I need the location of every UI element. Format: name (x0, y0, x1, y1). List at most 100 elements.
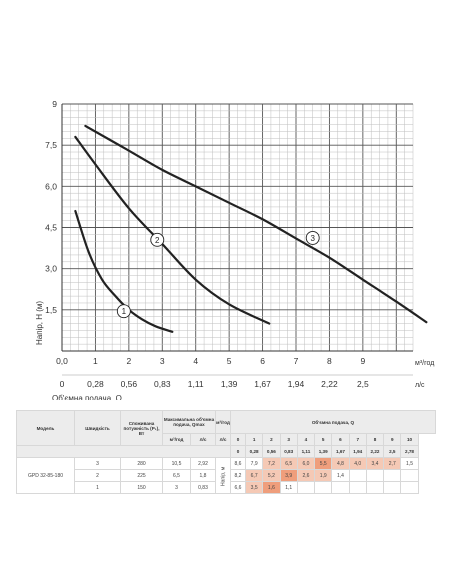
qmax-ls-cell: 0,83 (190, 481, 216, 494)
col-max-flow: Максимальна об'ємна подача, Qmax (162, 410, 216, 434)
flow-m3-8: 8 (365, 433, 385, 446)
flow-ls-0: 0 (230, 445, 246, 458)
head-value-cell: 3,4 (365, 457, 385, 470)
head-value-cell: 6,5 (279, 457, 298, 470)
x-units-bottom: л/с (415, 382, 425, 389)
flow-ls-5: 1,39 (314, 445, 333, 458)
x-tick-label-bottom: 0,28 (87, 379, 104, 389)
x-tick-label-top: 5 (227, 356, 232, 366)
x-tick-label-top: 4 (193, 356, 198, 366)
x-tick-label-bottom: 2,5 (357, 379, 369, 389)
head-value-cell (296, 481, 316, 494)
x-tick-label-bottom: 1,39 (221, 379, 238, 389)
power-cell: 150 (120, 481, 163, 494)
flow-m3-row: м³/год л/с л/с 0 1 2 3 4 5 6 7 8 9 10 (17, 433, 436, 446)
flow-ls-row: 0 0,28 0,56 0,83 1,11 1,39 1,67 1,94 2,22 2,5 2,78 (16, 445, 436, 458)
flow-ls-10: 2,78 (400, 445, 419, 458)
curve-speed-1 (74, 209, 174, 333)
curve-label-circle (116, 304, 131, 319)
flow-ls-6: 1,67 (331, 445, 350, 458)
head-value-cell: 5,5 (314, 457, 333, 470)
col-model: Модель (16, 410, 75, 446)
specification-table: Модель Швидкість Споживана потужність (P… (16, 410, 436, 494)
x-tick-label-top: 9 (360, 356, 365, 366)
curve-label-circle (305, 230, 320, 245)
y-tick-label: 9 (52, 99, 57, 109)
col-max-flow-ls: л/с (190, 433, 216, 446)
y-tick-label: 4,5 (45, 223, 57, 233)
col-max-flow-m3: м³/год (162, 433, 191, 446)
y-axis-label: Напір, Н (м) (35, 301, 44, 345)
flow-m3-7: 7 (348, 433, 367, 446)
x-axis-label: Об'ємна подача, Q (52, 394, 122, 400)
x-tick-label-top: 1 (93, 356, 98, 366)
qmax-m3-cell: 10,5 (162, 457, 191, 470)
qmax-m3-cell: 3 (162, 481, 191, 494)
x-tick-label-top: 8 (327, 356, 332, 366)
x-tick-label-bottom: 1,67 (254, 379, 271, 389)
x-tick-label-bottom: 2,22 (321, 379, 338, 389)
head-value-cell: 2,7 (383, 457, 402, 470)
x-tick-label-top: 0,0 (56, 356, 68, 366)
head-value-cell (383, 481, 402, 494)
col-flow: Об'ємна подача, Q (230, 410, 436, 434)
speed-cell: 1 (74, 481, 121, 494)
flow-ls-7: 1,94 (348, 445, 367, 458)
x-tick-label-top: 7 (294, 356, 299, 366)
flow-m3-4: 4 (296, 433, 316, 446)
head-value-cell: 1,1 (279, 481, 298, 494)
head-value-cell (314, 481, 333, 494)
flow-m3-3: 3 (279, 433, 298, 446)
flow-m3-2: 2 (262, 433, 281, 446)
head-value-cell (400, 481, 419, 494)
head-value-cell: 5,2 (262, 469, 281, 482)
flow-m3-5: 5 (314, 433, 333, 446)
x-tick-label-bottom: 0 (60, 379, 65, 389)
head-units-cell: Напір, м (215, 457, 231, 494)
head-value-cell: 4,8 (331, 457, 350, 470)
flow-ls-3: 0,83 (279, 445, 298, 458)
power-cell: 225 (120, 469, 163, 482)
x-units-top: м³/год (415, 360, 434, 367)
flow-m3-0: 0 (230, 433, 246, 446)
specification-table-container: Модель Швидкість Споживана потужність (P… (16, 410, 436, 494)
head-value-cell (400, 469, 419, 482)
head-value-cell: 1,4 (331, 469, 350, 482)
flow-ls-2: 0,56 (262, 445, 281, 458)
curve-speed-2 (74, 135, 271, 325)
qmax-m3-cell: 6,5 (162, 469, 191, 482)
curve-label-2: 2 (155, 236, 160, 245)
y-tick-label: 6,0 (45, 181, 57, 191)
col-power: Споживана потужність (P₁), Вт (120, 410, 163, 446)
curve-label-3: 3 (310, 234, 315, 243)
col-units-ls: л/с (215, 433, 231, 446)
head-value-cell (383, 469, 402, 482)
flow-m3-6: 6 (331, 433, 350, 446)
head-value-cell: 3,9 (279, 469, 298, 482)
head-value-cell: 7,9 (244, 457, 264, 470)
head-value-cell: 1,6 (262, 481, 281, 494)
head-value-cell (331, 481, 350, 494)
x-tick-label-top: 6 (260, 356, 265, 366)
pump-performance-chart: 1,5 3,0 4,5 6,0 7,5 9 0,0 1 2 3 4 5 6 7 8 9 0 0,28 0,56 0,8… (35, 99, 434, 400)
flow-ls-1: 0,28 (244, 445, 264, 458)
x-tick-label-bottom: 0,83 (154, 379, 171, 389)
head-value-cell: 3,5 (244, 481, 264, 494)
head-value-cell (365, 469, 385, 482)
flow-ls-8: 2,22 (365, 445, 385, 458)
model-cell: GPD 32-85-180 (16, 457, 75, 494)
head-value-cell: 8,2 (230, 469, 246, 482)
qmax-ls-cell: 2,92 (190, 457, 216, 470)
flow-ls-9: 2,5 (383, 445, 402, 458)
curve-label-1: 1 (122, 307, 127, 316)
head-value-cell: 7,2 (262, 457, 281, 470)
head-value-cell: 8,6 (230, 457, 246, 470)
head-value-cell: 1,5 (400, 457, 419, 470)
qmax-ls-cell: 1,8 (190, 469, 216, 482)
flow-m3-9: 9 (383, 433, 402, 446)
x-tick-label-bottom: 1,94 (288, 379, 305, 389)
x-tick-label-bottom: 0,56 (121, 379, 138, 389)
head-value-cell (348, 469, 367, 482)
flow-m3-1: 1 (244, 433, 264, 446)
head-value-cell (365, 481, 385, 494)
